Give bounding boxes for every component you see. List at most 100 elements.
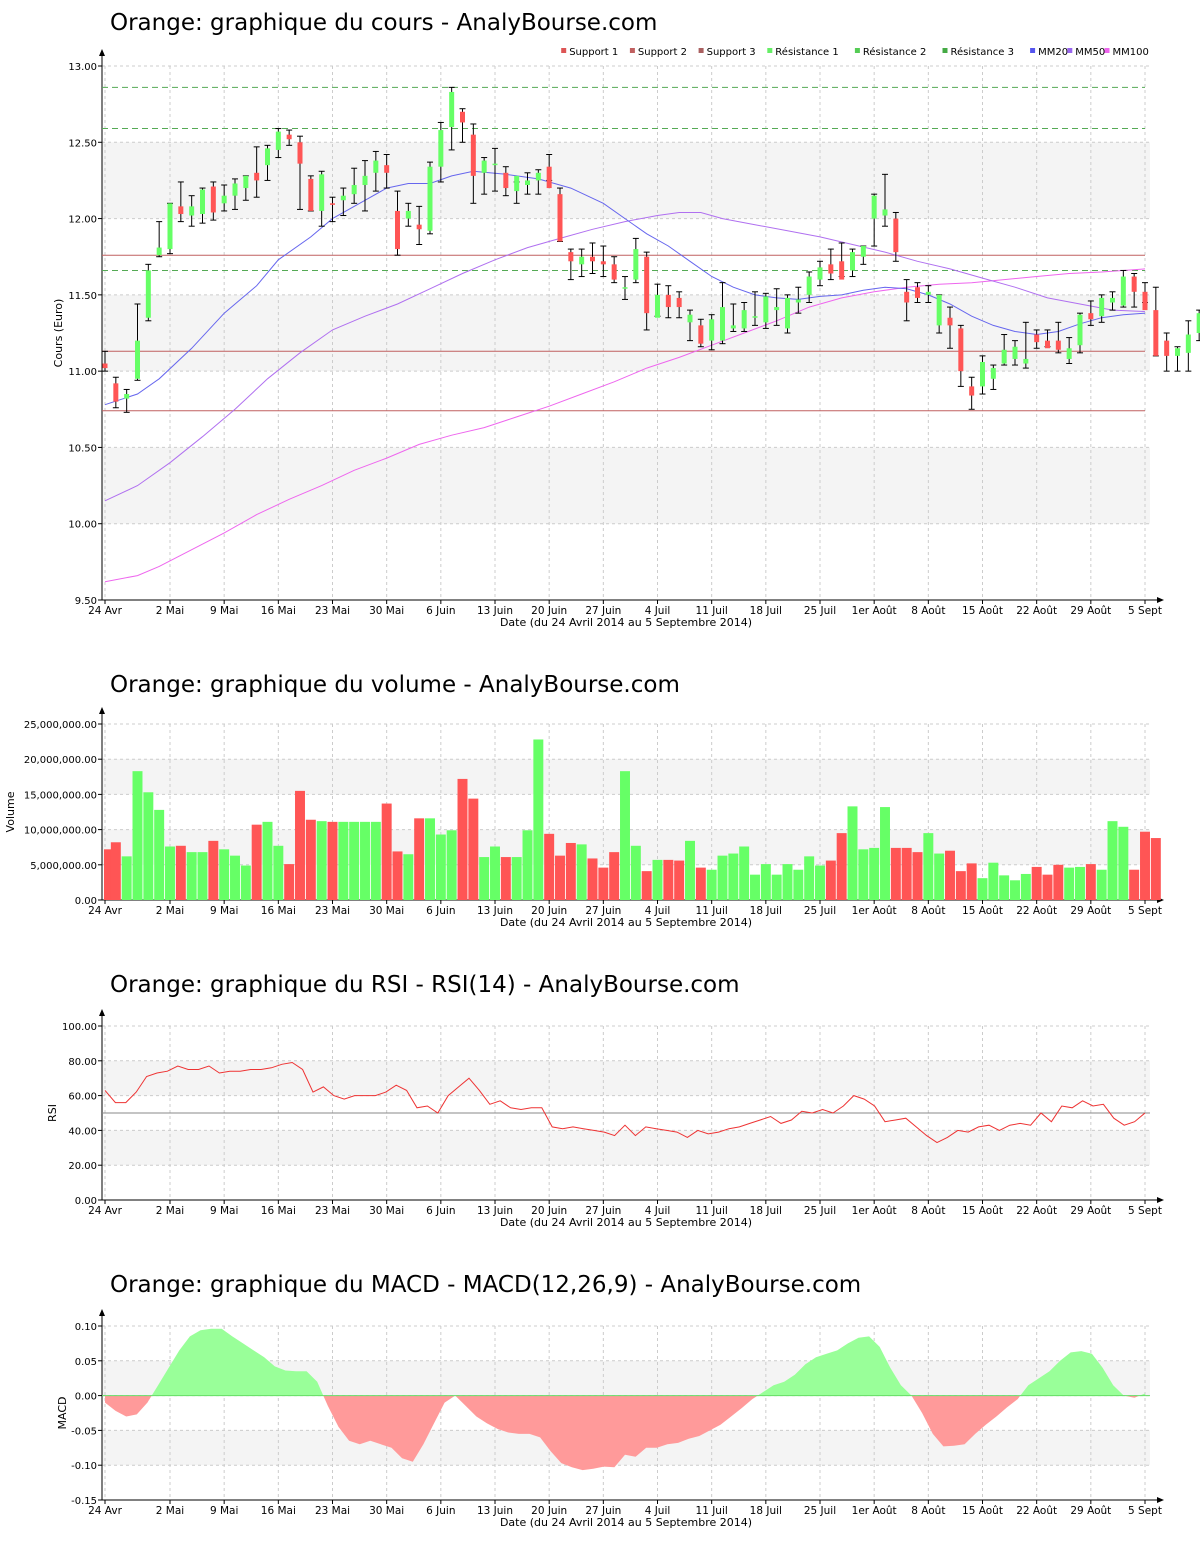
x-tick-label: 16 Mai	[261, 1205, 296, 1217]
volume-bar	[197, 852, 208, 900]
candle-body	[860, 246, 866, 257]
volume-bar	[154, 809, 165, 900]
grid-band	[102, 447, 1150, 524]
candle-body	[492, 163, 498, 166]
candle-body	[871, 195, 877, 219]
candle-body	[709, 319, 715, 341]
candle-body	[622, 287, 628, 289]
candle-body	[1034, 334, 1040, 343]
y-tick-label: 100.00	[62, 1022, 97, 1033]
candle-body	[449, 91, 455, 128]
x-axis-arrow	[1157, 597, 1164, 603]
candle-body	[416, 224, 422, 230]
x-tick-label: 23 Mai	[315, 605, 350, 617]
volume-bar	[479, 857, 490, 900]
candle-body	[535, 172, 541, 181]
volume-bar	[349, 821, 360, 900]
x-tick-label: 1er Août	[852, 605, 897, 617]
x-tick-label: 25 Juil	[804, 905, 836, 917]
volume-bar	[327, 821, 338, 900]
legend-label: MM20	[1038, 47, 1068, 58]
mm50-line	[104, 212, 1146, 502]
volume-bar	[869, 847, 880, 900]
x-tick-label: 23 Mai	[315, 905, 350, 917]
candle-body	[319, 174, 325, 211]
x-tick-label: 16 Mai	[261, 605, 296, 617]
x-tick-label: 30 Mai	[369, 1505, 404, 1517]
volume-bar	[381, 803, 392, 900]
volume-bar	[284, 864, 295, 900]
legend-swatch	[767, 48, 773, 53]
volume-bar	[230, 855, 240, 900]
x-tick-label: 5 Sept	[1128, 605, 1162, 617]
volume-bar	[847, 806, 858, 900]
macd-chart-title: Orange: graphique du MACD - MACD(12,26,9…	[110, 1272, 862, 1298]
candle-body	[655, 294, 660, 318]
y-tick-label: 20,000,000.00	[24, 755, 97, 766]
x-tick-label: 13 Juin	[477, 1205, 513, 1217]
y-tick-label: 12.00	[68, 215, 97, 226]
y-tick-label: 0.00	[75, 1392, 97, 1403]
x-tick-label: 11 Juil	[696, 605, 728, 617]
candle-body	[395, 210, 400, 250]
legend-swatch	[942, 48, 948, 53]
volume-bar	[999, 875, 1010, 900]
volume-bar	[219, 849, 230, 900]
x-tick-label: 11 Juil	[696, 1205, 728, 1217]
volume-bar	[392, 851, 403, 900]
candle-body	[308, 178, 314, 211]
x-tick-label: 1er Août	[852, 1505, 897, 1517]
grid-band	[102, 1130, 1150, 1166]
macd-chart: -0.15 -0.10 -0.05 0.00 0.05 0.10 24 Avr 2 Mai 9 …	[56, 1309, 1164, 1529]
candle-body	[124, 394, 130, 399]
volume-bar	[1129, 869, 1140, 900]
macd-positive-area	[1020, 1351, 1124, 1396]
volume-bar	[630, 845, 641, 900]
y-axis-arrow	[99, 1009, 105, 1016]
volume-bar	[208, 840, 219, 900]
volume-bar	[912, 852, 923, 900]
volume-bar	[945, 850, 955, 900]
candle-body	[1012, 346, 1018, 359]
volume-bar	[1140, 831, 1150, 900]
x-tick-label: 22 Août	[1016, 1505, 1057, 1517]
candle-body	[590, 256, 595, 262]
candle-body	[850, 252, 855, 271]
volume-bar	[890, 847, 901, 900]
volume-bar	[121, 856, 132, 900]
candle-body	[221, 195, 227, 204]
candle-body	[817, 267, 823, 280]
legend-label: MM50	[1075, 47, 1105, 58]
candle-body	[514, 175, 520, 192]
x-tick-label: 22 Août	[1016, 605, 1057, 617]
volume-bar	[511, 857, 522, 900]
y-axis-arrow	[99, 707, 105, 714]
x-tick-label: 6 Juin	[426, 1205, 455, 1217]
macd-negative-area	[1123, 1395, 1140, 1398]
candle-body	[210, 186, 216, 213]
candle-body	[893, 218, 899, 253]
candle-body	[200, 189, 205, 214]
volume-bar	[901, 847, 912, 900]
price-chart: 9.50 10.00 10.50 11.00 11.50 12.00 12.50 13.00 2…	[52, 46, 1200, 629]
candle-body	[990, 368, 996, 379]
x-tick-label: 18 Juil	[750, 605, 782, 617]
candle-body	[1066, 348, 1072, 359]
y-tick-label: 40.00	[68, 1126, 97, 1137]
candle-body	[1196, 313, 1200, 333]
macd-negative-area	[105, 1395, 152, 1417]
x-tick-label: 15 Août	[962, 605, 1003, 617]
y-tick-label: 25,000,000.00	[24, 720, 97, 731]
volume-bar	[360, 821, 370, 900]
x-tick-label: 4 Juil	[645, 1205, 671, 1217]
x-tick-label: 25 Juil	[804, 605, 836, 617]
x-tick-label: 20 Juin	[531, 1205, 567, 1217]
volume-bar	[652, 859, 663, 900]
rsi-panel: Orange: graphique du RSI - RSI(14) - Ana…	[0, 960, 1200, 1240]
macd-positive-area	[757, 1336, 912, 1396]
candle-body	[460, 111, 465, 123]
candle-body	[546, 166, 552, 189]
volume-bar	[500, 857, 511, 900]
x-tick-label: 13 Juin	[477, 1505, 513, 1517]
legend-label: Support 2	[638, 47, 687, 58]
